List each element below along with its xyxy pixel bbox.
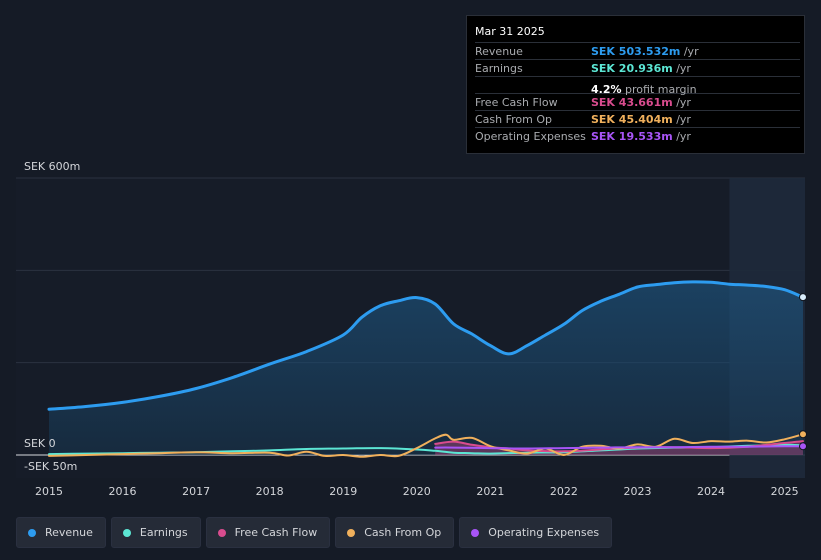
x-tick-label: 2020 (403, 485, 431, 498)
legend-item-operating-expenses[interactable]: Operating Expenses (459, 517, 613, 548)
chart-legend: Revenue Earnings Free Cash Flow Cash From O… (16, 517, 613, 548)
series-line-revenue (47, 280, 805, 411)
legend-dot-icon (347, 528, 356, 537)
x-tick-label: 2022 (550, 485, 578, 498)
legend-item-earnings[interactable]: Earnings (110, 517, 201, 548)
tooltip-value-unit: /yr (672, 96, 691, 109)
series-line-cash-from-op (48, 433, 804, 458)
series-fill-revenue (49, 281, 803, 455)
tooltip-value-number: SEK 503.532m (591, 45, 681, 58)
tooltip-value-number: SEK 45.404m (591, 113, 673, 126)
tooltip-value-unit: /yr (672, 62, 691, 75)
x-tick-label: 2018 (256, 485, 284, 498)
x-tick-label: 2023 (623, 485, 651, 498)
y-tick-label: SEK 0 (24, 437, 56, 450)
tooltip-separator (475, 76, 800, 77)
tooltip-value-unit: /yr (672, 113, 691, 126)
legend-label: Operating Expenses (488, 526, 600, 539)
legend-dot-icon (122, 528, 131, 537)
y-tick-label: -SEK 50m (24, 460, 77, 473)
tooltip-value-unit: /yr (680, 45, 699, 58)
legend-label: Earnings (139, 526, 188, 539)
profit-margin-label: profit margin (621, 83, 697, 96)
series-end-marker-cash-from-op (799, 430, 807, 439)
tooltip-row-value: SEK 19.533m /yr (591, 130, 691, 143)
x-tick-label: 2025 (771, 485, 799, 498)
x-tick-label: 2017 (182, 485, 210, 498)
tooltip-row-value: SEK 45.404m /yr (591, 113, 691, 126)
x-tick-label: 2021 (476, 485, 504, 498)
legend-dot-icon (28, 528, 36, 537)
x-tick-label: 2019 (329, 485, 357, 498)
y-axis-labels: SEK 600m SEK 0 -SEK 50m (24, 160, 80, 473)
legend-item-cash-from-op[interactable]: Cash From Op (335, 517, 455, 548)
legend-label: Free Cash Flow (234, 526, 318, 539)
legend-label: Revenue (45, 526, 93, 539)
tooltip-value-unit: /yr (672, 130, 691, 143)
data-tooltip: Mar 31 2025 Revenue SEK 503.532m /yr Earni… (466, 15, 805, 154)
legend-label: Cash From Op (364, 526, 442, 539)
legend-item-free-cash-flow[interactable]: Free Cash Flow (205, 517, 331, 548)
profit-margin-value: 4.2% (591, 83, 622, 96)
x-tick-label: 2016 (109, 485, 137, 498)
tooltip-row-label: Cash From Op (475, 113, 553, 126)
tooltip-row-value: SEK 43.661m /yr (591, 96, 691, 109)
tooltip-value-number: SEK 19.533m (591, 130, 673, 143)
y-tick-label: SEK 600m (24, 160, 80, 173)
series-end-markers (799, 293, 807, 451)
tooltip-row-label: Free Cash Flow (475, 96, 558, 109)
legend-dot-icon (217, 528, 226, 537)
series-fill-free-cash-flow (435, 441, 803, 455)
tooltip-row: Cash From Op SEK 45.404m /yr (475, 110, 800, 128)
tooltip-profit-margin: 4.2% profit margin (591, 83, 697, 96)
series-lines (47, 280, 805, 458)
tooltip-row: Revenue SEK 503.532m /yr (475, 42, 800, 60)
tooltip-value-number: SEK 20.936m (591, 62, 673, 75)
legend-item-revenue[interactable]: Revenue (16, 517, 106, 548)
series-line-operating-expenses (434, 445, 804, 450)
series-end-marker-revenue (799, 293, 807, 302)
series-fills (49, 281, 803, 455)
x-axis-labels: 2015 2016 2017 2018 2019 2020 2021 2022 2023 2024… (35, 485, 799, 498)
series-end-marker-operating-expenses (799, 442, 807, 451)
legend-dot-icon (471, 528, 480, 537)
tooltip-value-number: SEK 43.661m (591, 96, 673, 109)
tooltip-row-label: Earnings (475, 62, 523, 75)
x-tick-label: 2015 (35, 485, 63, 498)
tooltip-row-value: SEK 20.936m /yr (591, 62, 691, 75)
tooltip-row: Earnings SEK 20.936m /yr (475, 59, 800, 77)
tooltip-row: Free Cash Flow SEK 43.661m /yr (475, 93, 800, 111)
tooltip-row-value: SEK 503.532m /yr (591, 45, 699, 58)
x-tick-label: 2024 (697, 485, 725, 498)
tooltip-row-label: Revenue (475, 45, 523, 58)
tooltip-date: Mar 31 2025 (475, 25, 545, 38)
tooltip-row: Operating Expenses SEK 19.533m /yr (475, 127, 800, 145)
tooltip-row-label: Operating Expenses (475, 130, 586, 143)
